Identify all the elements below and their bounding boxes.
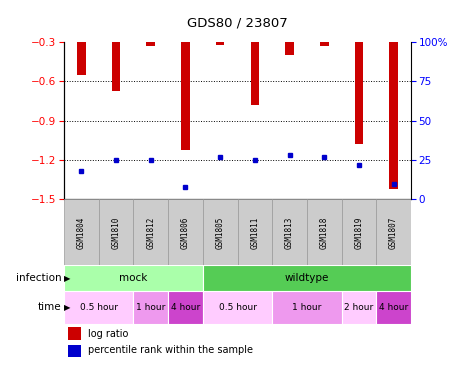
Bar xyxy=(389,42,398,189)
Bar xyxy=(354,42,363,145)
Bar xyxy=(238,199,272,265)
Text: GSM1811: GSM1811 xyxy=(250,216,259,249)
Text: ▶: ▶ xyxy=(64,303,70,312)
Text: 1 hour: 1 hour xyxy=(136,303,165,312)
Bar xyxy=(181,42,190,150)
Bar xyxy=(376,291,411,324)
Text: log ratio: log ratio xyxy=(88,329,129,339)
Bar xyxy=(99,199,133,265)
Bar xyxy=(272,291,342,324)
Text: 1 hour: 1 hour xyxy=(292,303,322,312)
Bar xyxy=(146,42,155,46)
Bar xyxy=(203,199,238,265)
Bar xyxy=(67,345,82,357)
Text: 0.5 hour: 0.5 hour xyxy=(80,303,118,312)
Text: 4 hour: 4 hour xyxy=(171,303,200,312)
Text: GSM1812: GSM1812 xyxy=(146,216,155,249)
Text: mock: mock xyxy=(119,273,148,283)
Text: infection: infection xyxy=(16,273,62,283)
Bar xyxy=(342,199,376,265)
Text: 2 hour: 2 hour xyxy=(344,303,373,312)
Text: GSM1819: GSM1819 xyxy=(354,216,363,249)
Text: 4 hour: 4 hour xyxy=(379,303,408,312)
Text: GSM1804: GSM1804 xyxy=(77,216,86,249)
Text: GSM1806: GSM1806 xyxy=(181,216,190,249)
Bar xyxy=(133,291,168,324)
Text: GSM1818: GSM1818 xyxy=(320,216,329,249)
Bar xyxy=(285,42,294,55)
Bar xyxy=(77,42,86,75)
Text: 0.5 hour: 0.5 hour xyxy=(218,303,256,312)
Bar xyxy=(168,291,203,324)
Text: GSM1805: GSM1805 xyxy=(216,216,225,249)
Bar xyxy=(376,199,411,265)
Text: GSM1807: GSM1807 xyxy=(389,216,398,249)
Bar xyxy=(203,265,411,291)
Text: GSM1810: GSM1810 xyxy=(112,216,121,249)
Bar xyxy=(64,291,133,324)
Bar xyxy=(64,265,203,291)
Bar xyxy=(342,291,376,324)
Bar xyxy=(67,327,82,340)
Bar xyxy=(272,199,307,265)
Bar xyxy=(250,42,259,105)
Bar xyxy=(320,42,329,46)
Bar xyxy=(64,199,99,265)
Bar xyxy=(203,291,272,324)
Text: percentile rank within the sample: percentile rank within the sample xyxy=(88,345,253,355)
Text: ▶: ▶ xyxy=(64,274,70,283)
Bar xyxy=(168,199,203,265)
Text: wildtype: wildtype xyxy=(285,273,329,283)
Text: time: time xyxy=(38,302,62,313)
Bar xyxy=(307,199,342,265)
Bar xyxy=(216,42,225,45)
Bar xyxy=(133,199,168,265)
Text: GDS80 / 23807: GDS80 / 23807 xyxy=(187,16,288,30)
Text: GSM1813: GSM1813 xyxy=(285,216,294,249)
Bar xyxy=(112,42,121,91)
